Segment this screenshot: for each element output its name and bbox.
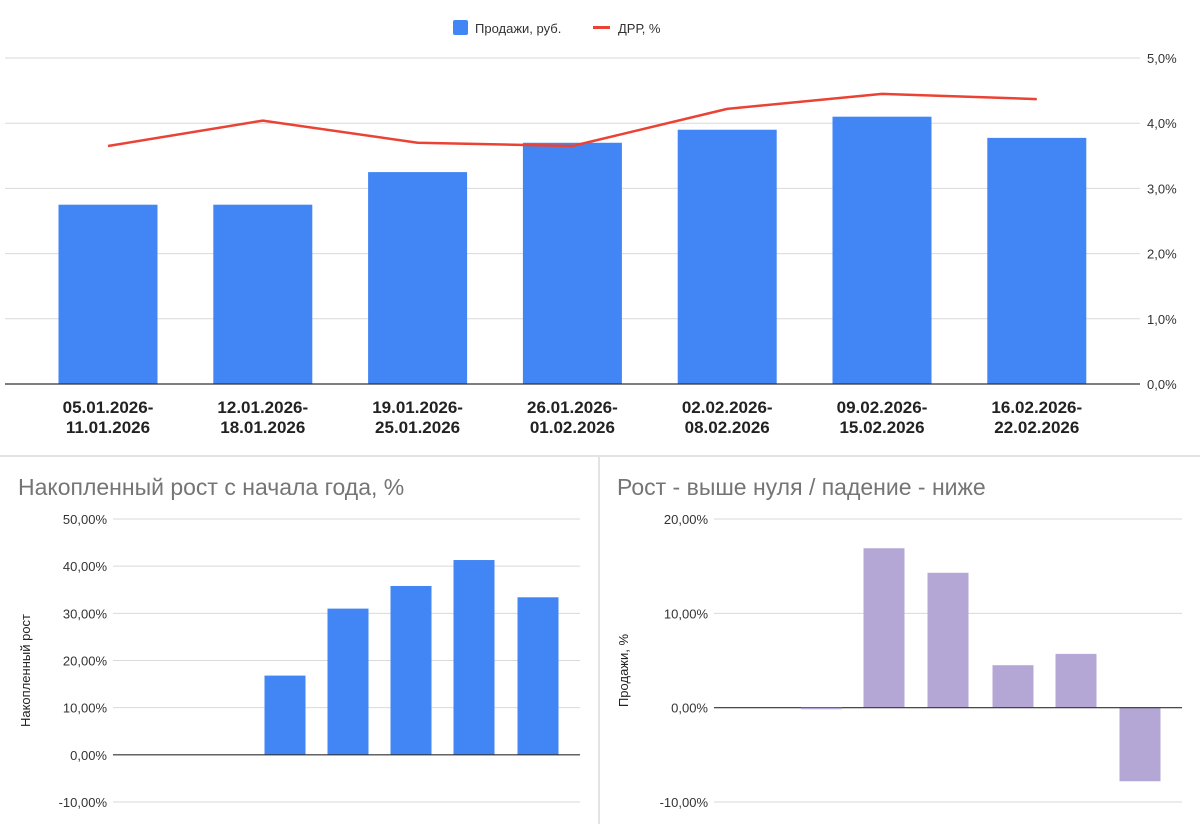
growth-decline-bar xyxy=(927,572,969,708)
sales-bar xyxy=(58,204,158,384)
cumulative-growth-bar xyxy=(453,560,495,755)
growth-decline-bar xyxy=(1119,707,1161,782)
x-tick-label: 05.01.2026- xyxy=(63,398,154,417)
y-axis-label: Продажи, % xyxy=(616,634,631,708)
sales-bar xyxy=(987,137,1087,384)
sales-bar xyxy=(368,172,468,384)
y2-tick-label: 0,0% xyxy=(1147,377,1177,392)
cumulative-growth-bar xyxy=(390,585,432,755)
y-tick-label: 20,00% xyxy=(63,654,108,669)
y-tick-label: 0,00% xyxy=(70,748,107,763)
y-tick-label: 20,00% xyxy=(664,512,709,527)
x-tick-label: 22.02.2026 xyxy=(994,418,1079,437)
x-tick-label: 09.02.2026- xyxy=(837,398,928,417)
x-tick-label: 08.02.2026 xyxy=(685,418,770,437)
y-axis-label: Накопленный рост xyxy=(18,614,33,727)
sales-bar xyxy=(213,204,313,384)
y2-tick-label: 1,0% xyxy=(1147,312,1177,327)
growth-decline-bar xyxy=(992,665,1034,708)
cumulative-growth-bar xyxy=(517,597,559,755)
legend-drr-label: ДРР, % xyxy=(618,21,661,36)
y-tick-label: 50,00% xyxy=(63,512,108,527)
legend-sales-swatch xyxy=(453,20,468,35)
cumulative-growth-bar xyxy=(264,675,306,755)
x-tick-label: 19.01.2026- xyxy=(372,398,463,417)
legend-sales-label: Продажи, руб. xyxy=(475,21,561,36)
sales-bar xyxy=(522,142,622,384)
growth-decline-bar xyxy=(1055,653,1097,708)
x-tick-label: 02.02.2026- xyxy=(682,398,773,417)
x-tick-label: 26.01.2026- xyxy=(527,398,618,417)
y-tick-label: 30,00% xyxy=(63,606,108,621)
y2-tick-label: 2,0% xyxy=(1147,247,1177,262)
y2-tick-label: 4,0% xyxy=(1147,116,1177,131)
x-tick-label: 01.02.2026 xyxy=(530,418,615,437)
horizontal-divider xyxy=(0,455,1200,457)
sales-bar xyxy=(677,129,777,384)
cumulative-growth-bar xyxy=(327,608,369,755)
growth-decline-title: Рост - выше нуля / падение - ниже xyxy=(617,474,986,500)
growth-decline-bar xyxy=(863,548,905,708)
x-tick-label: 16.02.2026- xyxy=(991,398,1082,417)
y-tick-label: 10,00% xyxy=(664,606,709,621)
x-tick-label: 25.01.2026 xyxy=(375,418,460,437)
y-tick-label: 10,00% xyxy=(63,701,108,716)
y2-tick-label: 5,0% xyxy=(1147,51,1177,66)
y-tick-label: -10,00% xyxy=(59,795,108,810)
y-tick-label: -10,00% xyxy=(660,795,709,810)
y-tick-label: 0,00% xyxy=(671,701,708,716)
x-tick-label: 12.01.2026- xyxy=(217,398,308,417)
x-tick-label: 15.02.2026 xyxy=(839,418,924,437)
sales-bar xyxy=(832,116,932,385)
y-tick-label: 40,00% xyxy=(63,559,108,574)
vertical-divider xyxy=(598,457,600,824)
cumulative-growth-title: Накопленный рост с начала года, % xyxy=(18,474,405,500)
x-tick-label: 18.01.2026 xyxy=(220,418,305,437)
x-tick-label: 11.01.2026 xyxy=(66,418,150,437)
y2-tick-label: 3,0% xyxy=(1147,181,1177,196)
